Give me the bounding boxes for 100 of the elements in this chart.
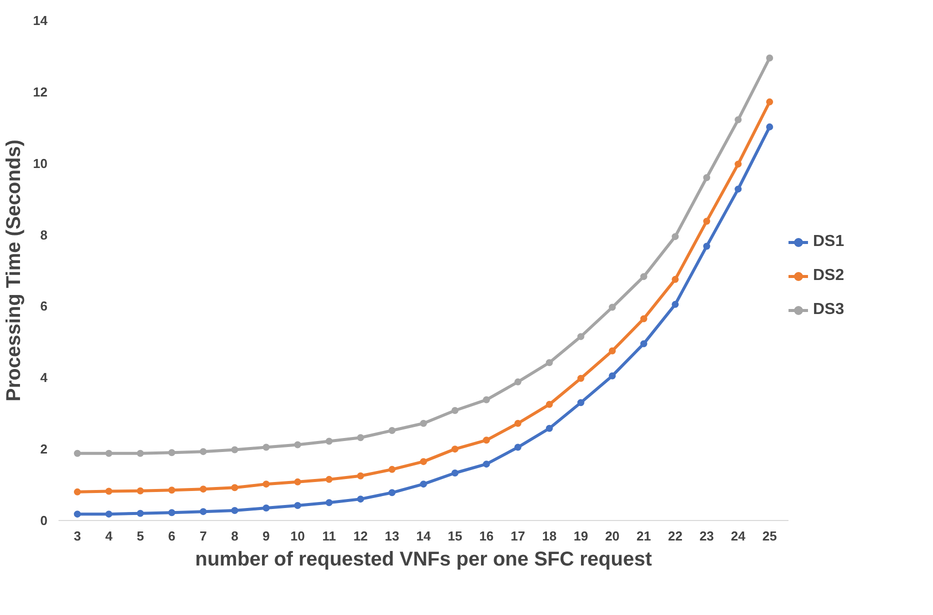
point <box>514 420 522 427</box>
point <box>168 509 176 516</box>
point <box>672 300 679 308</box>
point <box>200 508 207 516</box>
x-tick-label: 12 <box>353 528 368 544</box>
y-tick-label: 12 <box>33 84 48 100</box>
point <box>231 484 238 492</box>
x-tick-label: 5 <box>136 528 144 544</box>
y-axis-title: Processing Time (Seconds) <box>3 140 26 402</box>
legend-label: DS2 <box>813 267 844 285</box>
point <box>231 446 238 454</box>
x-tick-label: 17 <box>510 528 526 544</box>
point <box>105 488 112 495</box>
point <box>734 160 742 168</box>
y-tick-label: 2 <box>40 442 48 457</box>
x-tick-label: 6 <box>168 528 176 544</box>
x-tick-label: 19 <box>574 528 588 544</box>
point <box>451 470 458 476</box>
point <box>74 488 81 496</box>
point <box>514 444 522 451</box>
x-tick-label: 24 <box>730 528 746 544</box>
x-tick-label: 4 <box>105 528 114 544</box>
point <box>608 372 616 380</box>
x-tick-label: 25 <box>762 528 777 544</box>
point <box>672 233 679 240</box>
point <box>105 450 112 457</box>
y-tick-label: 14 <box>33 13 48 28</box>
point <box>766 123 774 130</box>
point <box>734 186 742 193</box>
point <box>262 504 270 512</box>
point <box>136 510 144 517</box>
x-tick-label: 18 <box>542 528 557 544</box>
x-tick-label: 13 <box>384 528 400 544</box>
point <box>200 486 207 493</box>
point <box>357 434 364 442</box>
point <box>388 489 396 496</box>
x-tick-label: 20 <box>605 528 620 544</box>
x-tick-label: 10 <box>290 528 305 544</box>
point <box>388 427 396 434</box>
point <box>451 446 458 453</box>
point <box>357 472 364 480</box>
point <box>640 340 648 348</box>
legend-label: DS1 <box>813 233 844 251</box>
x-tick-label: 23 <box>699 528 714 544</box>
point <box>734 116 742 124</box>
point <box>577 374 584 382</box>
x-tick-label: 11 <box>322 528 336 544</box>
point <box>703 242 710 250</box>
point <box>482 460 490 468</box>
point <box>766 54 774 62</box>
point <box>200 448 207 456</box>
point <box>703 174 710 182</box>
point <box>703 218 710 225</box>
point <box>640 273 648 280</box>
point <box>577 399 584 406</box>
point <box>482 396 490 404</box>
point <box>420 480 427 488</box>
x-tick-label: 16 <box>479 528 494 544</box>
x-tick-label: 22 <box>668 528 682 544</box>
y-tick-label: 8 <box>40 227 48 242</box>
x-axis-title: number of requested VNFs per one SFC request <box>195 548 652 570</box>
point <box>640 315 648 322</box>
point <box>294 478 302 486</box>
legend-label: DS3 <box>813 301 844 319</box>
y-tick-label: 10 <box>33 156 48 171</box>
point <box>231 507 238 514</box>
point <box>74 510 81 518</box>
y-tick-label: 4 <box>40 370 48 386</box>
point <box>326 438 333 445</box>
point <box>326 499 333 506</box>
point <box>420 420 427 427</box>
point <box>766 98 774 106</box>
y-tick-label: 0 <box>40 513 48 528</box>
x-tick-label: 8 <box>231 528 238 544</box>
point <box>74 450 81 457</box>
point <box>388 466 396 473</box>
point <box>577 333 584 340</box>
point <box>546 400 553 408</box>
point <box>294 502 302 509</box>
point <box>608 347 616 354</box>
point <box>136 450 144 457</box>
point <box>357 496 364 503</box>
x-tick-label: 15 <box>448 528 462 544</box>
point <box>451 407 458 414</box>
point <box>326 476 333 483</box>
y-tick-label: 6 <box>40 298 48 314</box>
point <box>262 480 270 488</box>
point <box>672 276 679 283</box>
point <box>546 359 553 366</box>
x-tick-label: 3 <box>74 528 81 544</box>
point <box>546 424 553 432</box>
point <box>105 510 112 518</box>
x-tick-label: 21 <box>636 528 651 544</box>
point <box>262 444 270 451</box>
point <box>420 458 427 466</box>
point <box>168 449 176 456</box>
x-tick-label: 9 <box>262 528 270 544</box>
point <box>136 487 144 494</box>
x-tick-label: 7 <box>200 528 207 544</box>
point <box>168 486 176 494</box>
